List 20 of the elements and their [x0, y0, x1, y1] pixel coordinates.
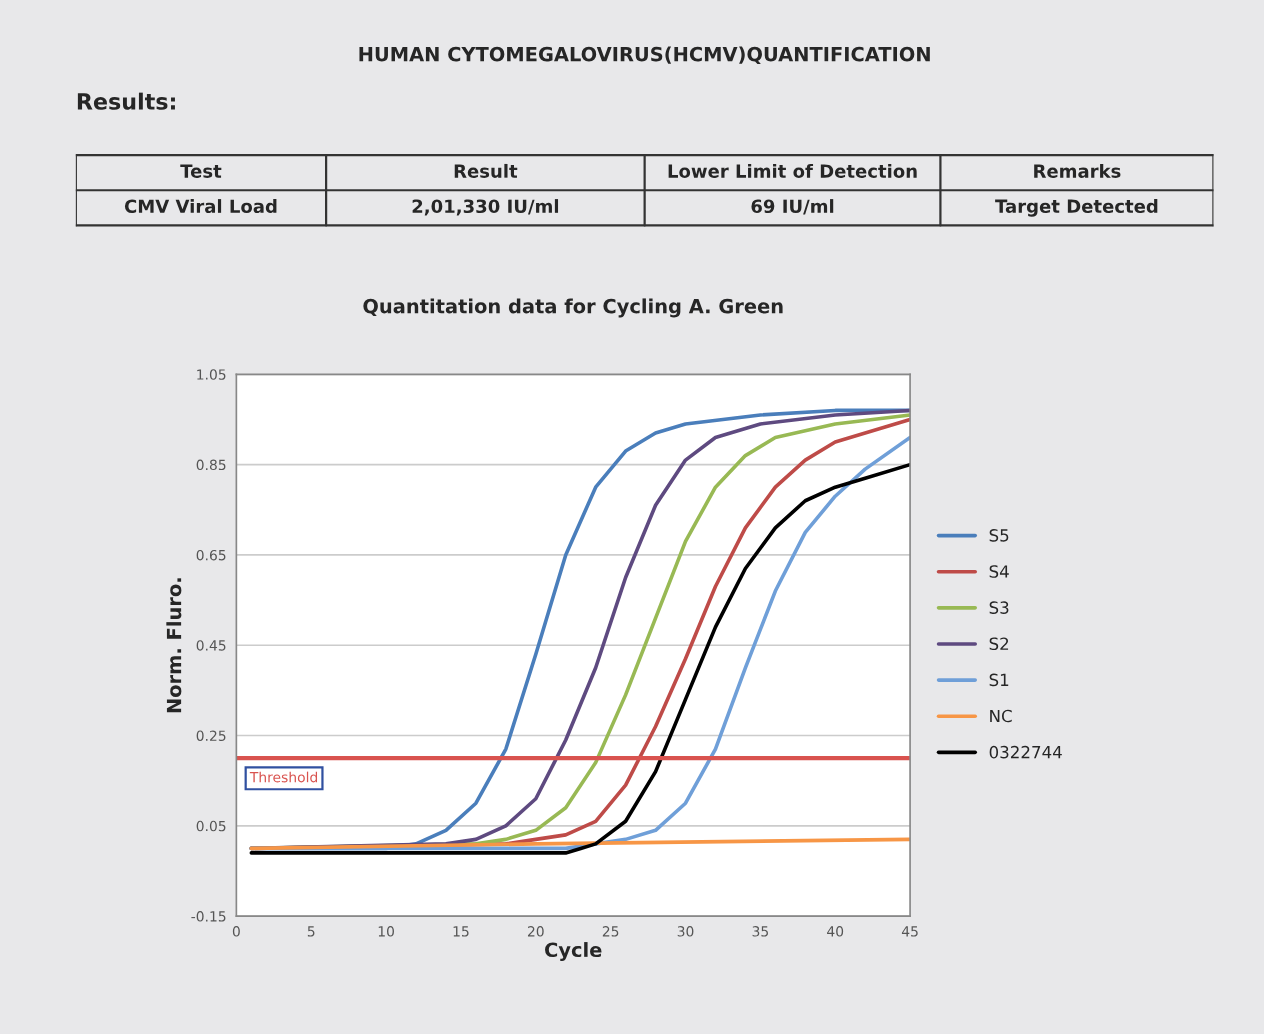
legend-label: S4: [989, 565, 1009, 578]
text: Result: [454, 163, 518, 178]
chart-title: Quantitation data for Cycling A. Green: [363, 298, 783, 318]
text: Lower Limit of Detection: [668, 163, 917, 178]
text: 69 IU/ml: [751, 199, 834, 215]
text: CMV Viral Load: [124, 199, 277, 214]
y-axis-title: Norm. Fluro.: [166, 578, 182, 713]
legend-label: S5: [989, 529, 1009, 542]
legend-label: S2: [989, 637, 1009, 651]
x-axis-title: Cycle: [545, 942, 602, 962]
text: Target Detected: [995, 199, 1158, 217]
text: 2,01,330 IU/ml: [412, 199, 559, 216]
legend-label: S1: [989, 673, 1009, 687]
legend-label: S3: [989, 601, 1009, 614]
text: Remarks: [1034, 163, 1121, 178]
legend-label: NC: [990, 709, 1012, 723]
text: HUMAN CYTOMEGALOVIRUS(HCMV)QUANTIFICATION: [359, 46, 930, 65]
legend-label: 0322744: [989, 745, 1062, 759]
text: Results:: [77, 92, 175, 110]
text: Test: [180, 164, 222, 178]
